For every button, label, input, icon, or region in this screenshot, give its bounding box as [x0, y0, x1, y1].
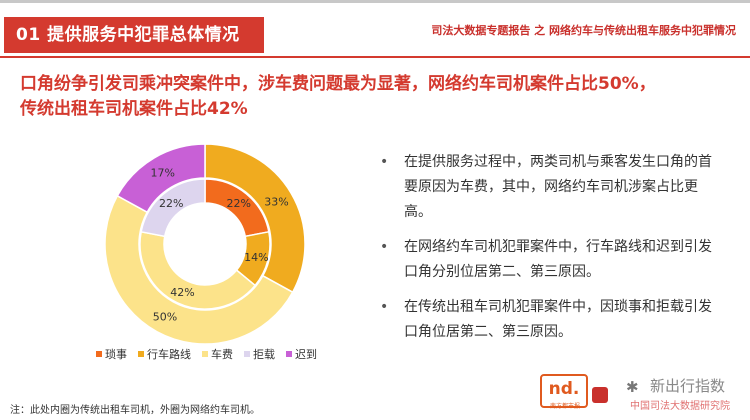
legend-label: 琐事 [105, 348, 127, 361]
outer-slice-label: 50% [153, 311, 177, 324]
bullet-text: 在网络约车司机犯罪案件中，行车路线和迟到引发口角分别位居第二、第三原因。 [404, 239, 712, 280]
section-tag: 01 提供服务中犯罪总体情况 [4, 17, 264, 53]
bullet-dot: • [380, 154, 389, 170]
legend-swatch [96, 351, 102, 357]
wechat-icon: ✱ [626, 378, 639, 396]
seal-icon [592, 387, 608, 403]
report-title: 司法大数据专题报告 之 网络约车与传统出租车服务中犯罪情况 [431, 24, 736, 37]
chart-legend: 琐事 行车路线 车费 拒载 迟到 [96, 346, 317, 362]
legend-swatch [202, 351, 208, 357]
bullet-dot: • [380, 239, 389, 255]
legend-item: 行车路线 [138, 346, 191, 362]
top-rule [0, 0, 750, 3]
bullet-list: • 在提供服务过程中，两类司机与乘客发生口角的首要原因为车费，其中，网络约车司机涉… [380, 150, 720, 355]
brand-logo-caption: 南方都市报 [549, 403, 580, 410]
inner-slice-label: 22% [227, 197, 251, 210]
outer-slice-车费 [104, 194, 294, 345]
legend-item: 琐事 [96, 346, 127, 362]
brand-logo: nd. [540, 374, 588, 408]
outer-slice-label: 33% [264, 196, 288, 209]
inner-slice-车费 [139, 230, 257, 310]
legend-label: 车费 [211, 348, 233, 361]
legend-label: 迟到 [295, 348, 317, 361]
footnote: 注：此处内圈为传统出租车司机，外圈为网络约车司机。 [10, 405, 260, 416]
legend-swatch [244, 351, 250, 357]
legend-item: 迟到 [286, 346, 317, 362]
bullet-text: 在提供服务过程中，两类司机与乘客发生口角的首要原因为车费，其中，网络约车司机涉案… [404, 154, 712, 220]
headline: 口角纷争引发司乘冲突案件中，涉车费问题最为显著，网络约车司机案件占比50%， 传… [20, 72, 740, 122]
inner-slice-label: 42% [170, 286, 194, 299]
inner-slice-label: 14% [244, 251, 268, 264]
headline-line-2: 传统出租车司机案件占比42% [20, 99, 248, 119]
header-divider [0, 56, 750, 58]
headline-line-1: 口角纷争引发司乘冲突案件中，涉车费问题最为显著，网络约车司机案件占比50%， [20, 74, 656, 94]
inner-slice-拒载 [140, 178, 206, 238]
legend-label: 拒载 [253, 348, 275, 361]
watermark-subtext: 中国司法大数据研究院 [630, 401, 730, 412]
legend-label: 行车路线 [147, 348, 191, 361]
legend-item: 拒载 [244, 346, 275, 362]
donut-chart: 22% 14% 42% 22% 33% 50% 17% [90, 140, 320, 350]
donut-chart-svg: 22% 14% 42% 22% 33% 50% 17% [104, 143, 306, 345]
bullet-item: • 在网络约车司机犯罪案件中，行车路线和迟到引发口角分别位居第二、第三原因。 [380, 235, 720, 285]
outer-slice-迟到 [116, 143, 206, 214]
inner-slice-label: 22% [159, 197, 183, 210]
legend-item: 车费 [202, 346, 233, 362]
legend-swatch [138, 351, 144, 357]
bullet-item: • 在传统出租车司机犯罪案件中，因琐事和拒载引发口角位居第二、第三原因。 [380, 295, 720, 345]
bullet-text: 在传统出租车司机犯罪案件中，因琐事和拒载引发口角位居第二、第三原因。 [404, 299, 712, 340]
bullet-dot: • [380, 299, 389, 315]
watermark-text: 新出行指数 [650, 377, 726, 395]
bullet-item: • 在提供服务过程中，两类司机与乘客发生口角的首要原因为车费，其中，网络约车司机涉… [380, 150, 720, 225]
outer-slice-label: 17% [151, 167, 175, 180]
legend-swatch [286, 351, 292, 357]
